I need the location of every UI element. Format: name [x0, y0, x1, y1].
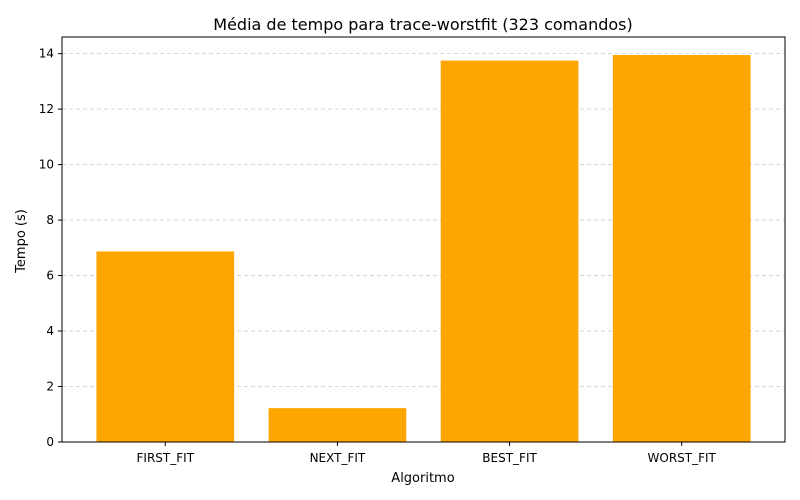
axes	[61, 36, 786, 443]
x-tick-label: NEXT_FIT	[310, 451, 366, 465]
x-tick-label: BEST_FIT	[482, 451, 537, 465]
bars	[96, 55, 751, 442]
x-axis-label: Algoritmo	[391, 471, 454, 486]
y-tick-label: 12	[39, 102, 54, 116]
x-tick-label: FIRST_FIT	[137, 451, 195, 465]
bar-first-fit	[96, 251, 235, 442]
y-axis-label: Tempo (s)	[14, 209, 29, 274]
y-tick-label: 14	[39, 47, 54, 61]
bar-worst-fit	[612, 55, 751, 442]
y-tick-label: 0	[46, 435, 54, 449]
y-tick-label: 10	[39, 158, 54, 172]
y-ticks: 0 2 4 6 8 10 12 14	[39, 47, 62, 449]
bar-best-fit	[440, 60, 579, 442]
y-tick-label: 2	[46, 380, 54, 394]
chart-title: Média de tempo para trace-worstfit (323 …	[213, 15, 632, 34]
y-tick-label: 8	[46, 213, 54, 227]
y-tick-label: 6	[46, 269, 54, 283]
x-ticks: FIRST_FIT NEXT_FIT BEST_FIT WORST_FIT	[137, 442, 717, 465]
plot-frame	[61, 36, 786, 443]
x-tick-label: WORST_FIT	[648, 451, 717, 465]
bar-next-fit	[268, 408, 407, 442]
y-tick-label: 4	[46, 324, 54, 338]
